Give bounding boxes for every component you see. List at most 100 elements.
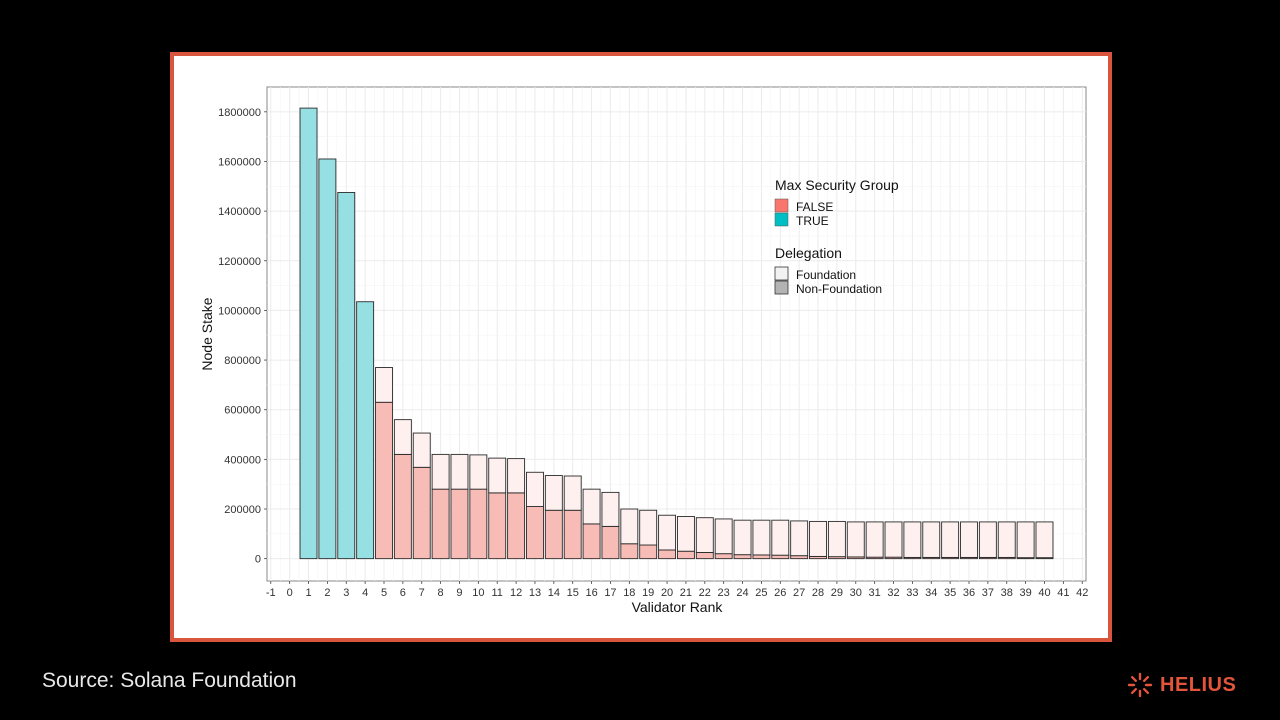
bar-foundation-rank-17	[601, 491, 620, 527]
x-tick-label: 9	[456, 587, 462, 599]
bar-foundation-rank-34	[922, 521, 941, 558]
x-tick-label: 15	[567, 587, 579, 599]
x-tick-label: 40	[1038, 587, 1050, 599]
legend-key-nonfoundation	[774, 280, 789, 295]
bar-nonfoundation-rank-2	[318, 158, 337, 560]
x-tick-label: 24	[736, 587, 748, 599]
bar-nonfoundation-rank-14	[544, 509, 563, 560]
bar-foundation-rank-5	[375, 367, 393, 403]
x-tick-label: 36	[963, 587, 975, 599]
bar-nonfoundation-rank-17	[601, 525, 620, 560]
bar-foundation-rank-18	[620, 508, 639, 545]
legend-label-false: FALSE	[796, 200, 833, 214]
bar-foundation-rank-40	[1035, 521, 1054, 559]
x-tick-label: 25	[755, 587, 767, 599]
bar-foundation-rank-20	[658, 514, 677, 551]
bar-foundation-rank-10	[469, 454, 488, 490]
legend-key-true	[774, 212, 789, 227]
bar-foundation-rank-33	[903, 521, 922, 558]
bar-foundation-rank-35	[941, 521, 960, 558]
x-tick-label: 31	[869, 587, 881, 599]
bar-foundation-rank-22	[695, 517, 714, 553]
y-tick-label: 400000	[224, 454, 261, 466]
stake-bar-chart: 0 200000 400000 600000 800000 1000000 1200000 1…	[199, 86, 1088, 615]
bar-nonfoundation-rank-8	[431, 488, 450, 560]
x-tick-label: 2	[324, 587, 330, 599]
x-tick-label: 33	[906, 587, 918, 599]
y-axis-ticks: 0 200000 400000 600000 800000 1000000 1200000 1…	[218, 107, 267, 566]
bar-nonfoundation-rank-18	[620, 543, 639, 560]
x-tick-label: 8	[438, 587, 444, 599]
bar-nonfoundation-rank-5	[375, 401, 393, 560]
legend-title-security: Max Security Group	[775, 177, 899, 193]
legend-key-false	[774, 198, 789, 213]
bar-foundation-rank-39	[1016, 521, 1035, 559]
x-tick-label: 30	[850, 587, 862, 599]
x-tick-label: 28	[812, 587, 824, 599]
bar-foundation-rank-38	[997, 521, 1016, 558]
x-tick-label: 14	[548, 587, 560, 599]
bar-foundation-rank-9	[450, 453, 469, 490]
helius-logo: HELIUS	[1127, 672, 1236, 698]
y-tick-label: 800000	[224, 355, 261, 367]
bar-nonfoundation-rank-19	[639, 544, 658, 560]
x-tick-label: 22	[699, 587, 711, 599]
bar-nonfoundation-rank-20	[658, 549, 677, 560]
y-tick-label: 200000	[224, 504, 261, 516]
bar-nonfoundation-rank-4	[356, 301, 375, 560]
x-axis-title: Validator Rank	[632, 599, 724, 615]
x-tick-label: 5	[381, 587, 387, 599]
x-tick-label: 19	[642, 587, 654, 599]
bar-foundation-rank-11	[488, 457, 507, 494]
bar-foundation-rank-7	[412, 432, 431, 468]
x-tick-label: 10	[472, 587, 484, 599]
bar-foundation-rank-28	[809, 520, 827, 557]
legend-label-nonfoundation: Non-Foundation	[796, 282, 882, 296]
legend-title-delegation: Delegation	[775, 245, 842, 261]
x-tick-label: 34	[925, 587, 937, 599]
bar-foundation-rank-27	[790, 520, 809, 557]
bar-nonfoundation-rank-24	[733, 554, 752, 560]
x-axis-ticks: -1 0 1 2 3 4 5 6 7 8 9 10 11 12 13 14 15 16 17 18 19 20 21 22 23…	[266, 581, 1088, 599]
bar-nonfoundation-rank-22	[695, 552, 714, 560]
y-tick-label: 1200000	[218, 256, 261, 268]
bar-nonfoundation-rank-6	[393, 453, 412, 560]
x-tick-label: 26	[774, 587, 786, 599]
bar-foundation-rank-37	[978, 521, 997, 558]
x-tick-label: 38	[1001, 587, 1013, 599]
bar-nonfoundation-rank-11	[488, 492, 507, 560]
bar-foundation-rank-24	[733, 519, 752, 556]
y-tick-label: 600000	[224, 405, 261, 417]
legend: Max Security Group FALSE TRUE Delegation…	[774, 177, 899, 296]
bar-foundation-rank-12	[507, 458, 526, 494]
x-tick-label: 41	[1057, 587, 1069, 599]
bars	[299, 107, 1054, 560]
y-tick-label: 1400000	[218, 206, 261, 218]
bar-nonfoundation-rank-7	[412, 466, 431, 560]
x-tick-label: 23	[718, 587, 730, 599]
x-tick-label: 29	[831, 587, 843, 599]
helius-logo-icon	[1127, 672, 1153, 698]
slide-frame: 0 200000 400000 600000 800000 1000000 1200000 1…	[170, 52, 1112, 642]
bar-foundation-rank-15	[563, 475, 582, 511]
bar-nonfoundation-rank-15	[563, 509, 582, 560]
x-tick-label: 12	[510, 587, 522, 599]
x-tick-label: 6	[400, 587, 406, 599]
x-tick-label: 1	[305, 587, 311, 599]
y-tick-label: 1000000	[218, 305, 261, 317]
bar-nonfoundation-rank-16	[582, 523, 601, 560]
bar-nonfoundation-rank-12	[507, 492, 526, 560]
x-tick-label: 17	[604, 587, 616, 599]
x-tick-label: 32	[887, 587, 899, 599]
legend-key-foundation	[774, 266, 789, 281]
bar-foundation-rank-21	[676, 516, 695, 552]
x-tick-label: 0	[287, 587, 293, 599]
bar-foundation-rank-30	[846, 521, 865, 558]
x-tick-label: 42	[1076, 587, 1088, 599]
y-tick-label: 1800000	[218, 107, 261, 119]
helius-wordmark: HELIUS	[1160, 673, 1237, 696]
x-tick-label: 37	[982, 587, 994, 599]
bar-foundation-rank-14	[544, 475, 563, 511]
bar-foundation-rank-19	[639, 509, 658, 546]
x-tick-label: 21	[680, 587, 692, 599]
